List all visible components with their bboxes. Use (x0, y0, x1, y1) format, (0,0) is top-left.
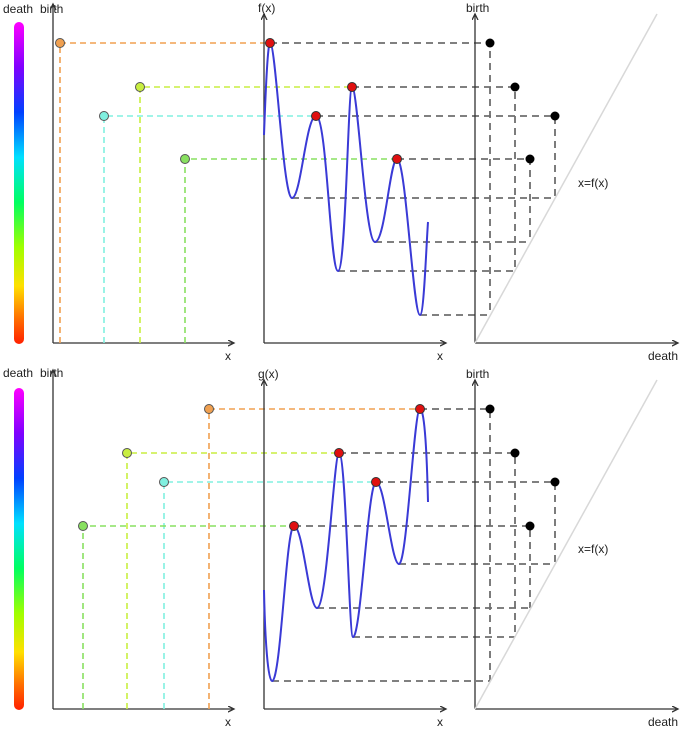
diagram-point (550, 111, 560, 121)
pair-point-orange (55, 38, 65, 48)
critical-point (371, 477, 381, 487)
bottom-panel: death birth x g(x) x (3, 366, 678, 729)
diagonal-line (474, 13, 658, 344)
diagram-point (550, 477, 560, 487)
connector-cyan (103, 115, 316, 343)
critical-point (347, 82, 357, 92)
function-curve-f (263, 41, 429, 317)
grey-connector-3 (376, 481, 556, 564)
critical-point (265, 38, 275, 48)
pd-birth-label: birth (466, 367, 489, 381)
colorbar-top (14, 22, 24, 344)
pd-birth-label: birth (466, 1, 489, 15)
critical-point (289, 521, 299, 531)
connector-yellow-green (126, 452, 339, 709)
diagram-point (525, 521, 535, 531)
diagram-point (510, 448, 520, 458)
pd-death-label: death (648, 715, 678, 729)
top-panel: death birth x f(x) x (3, 1, 678, 363)
grey-connector-1 (270, 42, 491, 315)
connector-orange (59, 42, 270, 343)
grey-connector-4 (397, 158, 531, 242)
diagram-point (485, 38, 495, 48)
function-curve-g (263, 407, 429, 683)
diagonal-label: x=f(x) (578, 176, 608, 190)
mid-function-label: f(x) (258, 1, 275, 15)
left-birth-label: birth (40, 366, 63, 380)
critical-point (311, 111, 321, 121)
pair-point-cyan (99, 111, 109, 121)
critical-point (334, 448, 344, 458)
pair-point-yellow-green (135, 82, 145, 92)
mid-x-label: x (437, 349, 443, 363)
diagonal-line (474, 379, 658, 710)
mid-x-label: x (437, 715, 443, 729)
diagram-point (525, 154, 535, 164)
left-birth-label: birth (40, 2, 63, 16)
critical-point (392, 154, 402, 164)
colorbar-bottom (14, 388, 24, 710)
pair-point-yellow-green (122, 448, 132, 458)
pair-point-green (78, 521, 88, 531)
pair-point-green (180, 154, 190, 164)
pair-point-orange (204, 404, 214, 414)
pd-death-label: death (648, 349, 678, 363)
diagram-point (485, 404, 495, 414)
colorbar-death-label: death (3, 366, 33, 380)
colorbar-death-label: death (3, 2, 33, 16)
grey-connector-1 (420, 408, 491, 681)
pair-point-cyan (159, 477, 169, 487)
mid-function-label: g(x) (258, 367, 279, 381)
critical-point (415, 404, 425, 414)
diagram-point (510, 82, 520, 92)
diagonal-label: x=f(x) (578, 542, 608, 556)
grey-connector-3 (316, 115, 556, 198)
connector-cyan (163, 481, 376, 709)
connector-green (82, 525, 294, 709)
grey-connector-4 (294, 525, 531, 608)
left-x-label: x (225, 715, 231, 729)
connector-orange (208, 408, 420, 709)
left-x-label: x (225, 349, 231, 363)
